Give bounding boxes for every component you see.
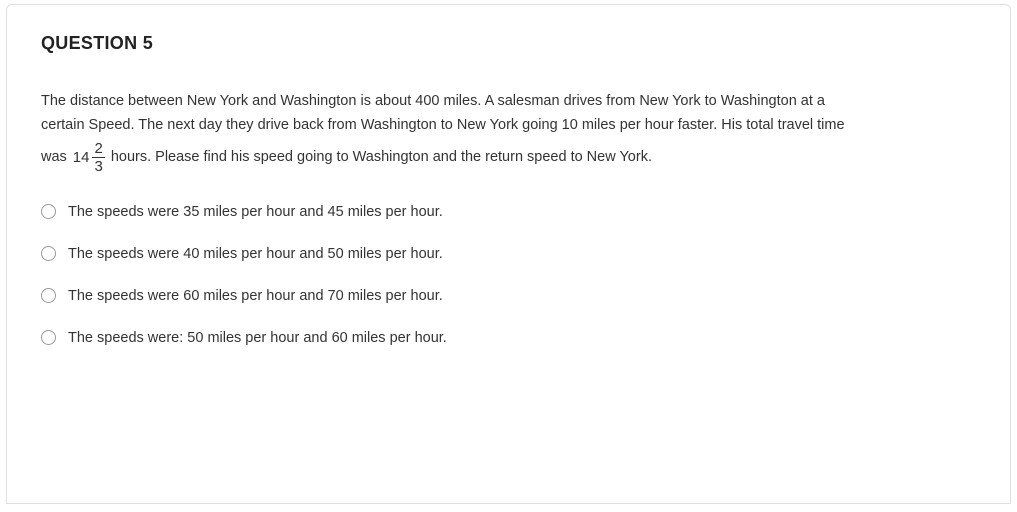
- option-label[interactable]: The speeds were 60 miles per hour and 70…: [68, 288, 443, 304]
- body-line-3-pre: was: [41, 146, 67, 168]
- option-label[interactable]: The speeds were 40 miles per hour and 50…: [68, 246, 443, 262]
- option-label[interactable]: The speeds were 35 miles per hour and 45…: [68, 204, 443, 220]
- option-row[interactable]: The speeds were 35 miles per hour and 45…: [41, 204, 976, 220]
- body-line-3: was 14 2 3 hours. Please find his speed …: [41, 141, 976, 174]
- radio-icon[interactable]: [41, 246, 56, 261]
- body-line-3-post: hours. Please find his speed going to Wa…: [111, 146, 652, 168]
- question-body: The distance between New York and Washin…: [41, 90, 976, 174]
- radio-icon[interactable]: [41, 288, 56, 303]
- fraction-numerator: 2: [92, 141, 104, 157]
- body-line-1: The distance between New York and Washin…: [41, 90, 976, 112]
- body-line-2: certain Speed. The next day they drive b…: [41, 114, 976, 136]
- question-title: QUESTION 5: [41, 33, 976, 54]
- fraction: 2 3: [92, 141, 104, 174]
- question-card: QUESTION 5 The distance between New York…: [6, 4, 1011, 504]
- fraction-denominator: 3: [92, 158, 104, 174]
- mixed-number: 14 2 3: [73, 141, 105, 174]
- radio-icon[interactable]: [41, 204, 56, 219]
- option-row[interactable]: The speeds were 60 miles per hour and 70…: [41, 288, 976, 304]
- option-row[interactable]: The speeds were: 50 miles per hour and 6…: [41, 330, 976, 346]
- option-row[interactable]: The speeds were 40 miles per hour and 50…: [41, 246, 976, 262]
- mixed-whole: 14: [73, 146, 90, 169]
- options-group: The speeds were 35 miles per hour and 45…: [41, 204, 976, 346]
- radio-icon[interactable]: [41, 330, 56, 345]
- option-label[interactable]: The speeds were: 50 miles per hour and 6…: [68, 330, 447, 346]
